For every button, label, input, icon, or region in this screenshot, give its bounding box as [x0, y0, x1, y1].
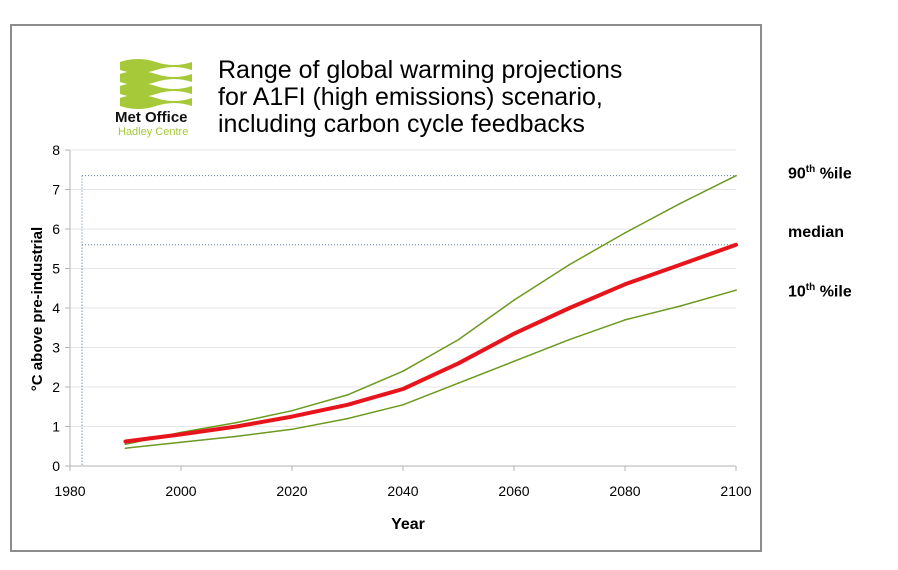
data-point [457, 361, 460, 365]
data-point [180, 441, 182, 444]
data-point [568, 306, 571, 310]
y-tick-label: 2 [52, 379, 60, 395]
series-line-90th-ile [124, 174, 737, 446]
x-tick-label: 1980 [54, 483, 85, 499]
title-line-1: Range of global warming projections [218, 56, 622, 84]
data-point [235, 421, 238, 424]
data-point [346, 417, 349, 420]
legend-90th-rest: %ile [815, 165, 852, 183]
data-point [291, 428, 293, 431]
y-tick-label: 7 [52, 182, 60, 198]
data-point [568, 338, 571, 341]
legend-median-base: median [788, 224, 845, 241]
y-axis-label: °C above pre-industrial [29, 227, 46, 391]
data-point [624, 319, 626, 321]
chart-frame: Met Office Hadley Centre Range of global… [10, 24, 762, 552]
series-line-median [123, 242, 738, 444]
y-tick-label: 8 [52, 142, 60, 158]
legend-10th-base: 10 [788, 283, 806, 301]
data-point [735, 174, 737, 177]
data-point [290, 415, 294, 419]
x-tick-label: 2020 [276, 483, 307, 499]
data-point [291, 409, 293, 412]
y-tick-label: 5 [52, 261, 60, 277]
y-tick-label: 6 [52, 221, 60, 237]
x-tick-label: 2000 [165, 483, 196, 499]
plot-area: 0 1 2 3 4 5 6 7 8 1980 2000 2020 2040 2060 2080 2100 [52, 142, 752, 499]
data-point [401, 387, 405, 391]
logo-subname: Hadley Centre [118, 126, 188, 138]
chart: Met Office Hadley Centre Range of global… [29, 56, 752, 533]
legend-90th-sup: th [805, 164, 816, 175]
data-point [179, 432, 183, 436]
data-point [679, 202, 682, 205]
data-point [735, 289, 737, 292]
data-point [457, 382, 460, 384]
x-axis-label: Year [391, 516, 425, 533]
data-point [235, 435, 238, 438]
x-tick-label: 2080 [609, 483, 640, 499]
data-point [124, 440, 127, 444]
data-point [513, 360, 515, 363]
data-point [346, 403, 349, 407]
data-point [734, 243, 738, 247]
data-point [513, 299, 515, 301]
data-point [124, 443, 127, 446]
legend-90th-base: 90 [788, 165, 806, 183]
logo-wave-icon [120, 59, 192, 73]
data-point [679, 263, 682, 267]
legend-label-10th: 10th %ile [788, 282, 852, 301]
y-tick-label: 4 [52, 300, 60, 316]
legend-10th-rest: %ile [815, 283, 852, 301]
logo-wave-icon [120, 95, 192, 109]
legend-label-median: median [788, 224, 844, 242]
series-line-10th-ile [124, 289, 737, 449]
y-tick-label: 1 [52, 419, 60, 435]
title-line-3: including carbon cycle feedbacks [218, 110, 585, 138]
data-point [402, 403, 404, 406]
x-tick-label: 2040 [387, 483, 418, 499]
data-point [512, 332, 516, 336]
data-point [346, 394, 349, 396]
y-tick-label: 0 [52, 458, 60, 474]
x-tick-label: 2060 [498, 483, 529, 499]
data-point [679, 305, 682, 307]
legend-label-90th: 90th %ile [788, 164, 852, 183]
x-tick-label: 2100 [720, 483, 751, 499]
data-point [457, 338, 460, 341]
data-point [568, 263, 571, 266]
data-point [235, 425, 238, 428]
data-point [402, 370, 404, 373]
logo-wave-icon [120, 83, 192, 97]
logo-wave-icon [120, 71, 192, 85]
data-point [124, 447, 127, 450]
y-tick-label: 3 [52, 340, 60, 356]
chart-title: Range of global warming projections for … [218, 56, 622, 138]
legend-10th-sup: th [805, 282, 816, 293]
title-line-2: for A1FI (high emissions) scenario, [218, 83, 603, 111]
data-point [624, 232, 626, 234]
met-office-logo: Met Office Hadley Centre [115, 59, 192, 138]
data-point [623, 282, 627, 286]
logo-name: Met Office [115, 109, 188, 126]
